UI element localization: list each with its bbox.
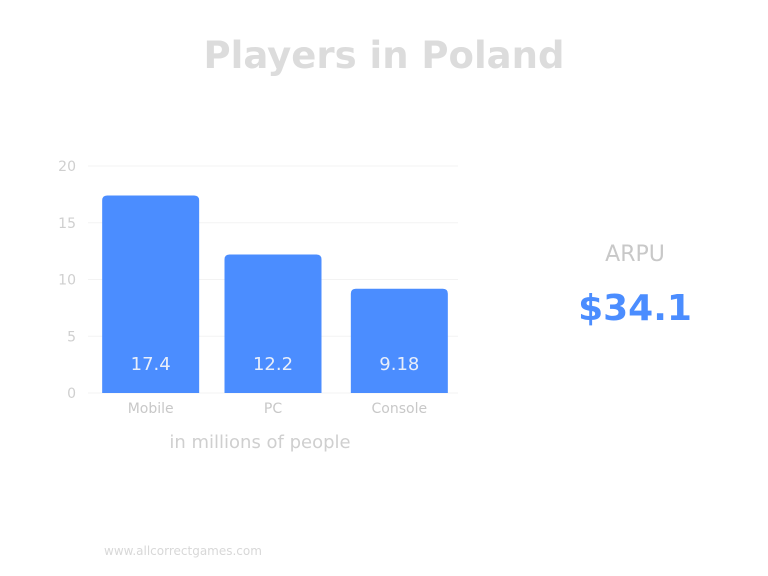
chart-title: Players in Poland (203, 34, 565, 77)
x-tick-label: PC (264, 401, 282, 417)
y-tick-label: 0 (67, 386, 76, 402)
footer-url: www.allcorrectgames.com (104, 544, 262, 558)
arpu-label: ARPU (605, 242, 665, 267)
x-axis-label: in millions of people (169, 432, 351, 453)
x-tick-label: Mobile (128, 401, 174, 417)
y-tick-label: 20 (58, 159, 76, 175)
bar-console (350, 288, 448, 393)
x-tick-label: Console (372, 401, 428, 417)
bar-pc (224, 254, 322, 393)
y-tick-label: 5 (67, 329, 76, 345)
arpu-value: $34.1 (578, 288, 692, 329)
bar-value-label: 9.18 (379, 354, 419, 375)
bar-mobile (102, 195, 200, 393)
bar-value-label: 17.4 (131, 354, 171, 375)
bar-value-label: 12.2 (253, 354, 293, 375)
y-tick-label: 15 (58, 216, 76, 232)
y-tick-label: 10 (58, 273, 76, 289)
